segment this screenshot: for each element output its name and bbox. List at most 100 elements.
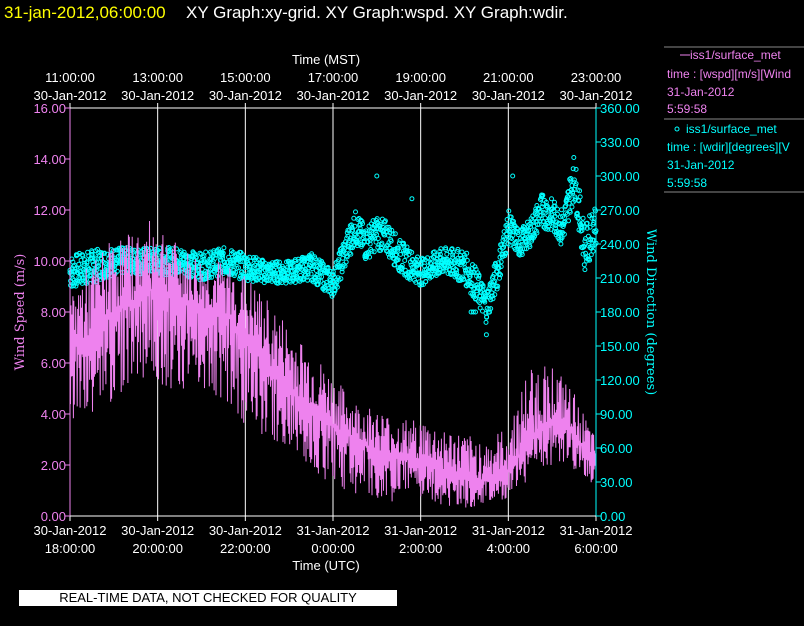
wdir-point <box>482 299 488 305</box>
wdir-point <box>492 292 498 298</box>
left-tick-label: 2.00 <box>41 458 66 473</box>
wdir-point <box>580 251 586 257</box>
top-tick-time: 13:00:00 <box>132 70 183 85</box>
legend-wspd-date: 31-Jan-2012 <box>667 85 735 99</box>
wdir-point <box>412 267 418 273</box>
wdir-point <box>388 238 394 244</box>
right-tick-label: 300.00 <box>600 169 640 184</box>
wdir-point <box>203 249 209 255</box>
wdir-point <box>324 282 330 288</box>
wdir-point <box>588 237 594 243</box>
wdir-point <box>196 263 202 269</box>
wdir-point <box>374 231 380 237</box>
top-tick-date: 30-Jan-2012 <box>384 88 457 103</box>
wdir-point <box>401 243 407 249</box>
wdir-point <box>495 283 501 289</box>
wdir-point <box>483 319 489 325</box>
wdir-point <box>399 262 405 268</box>
wind-speed-series <box>69 220 597 508</box>
wdir-point <box>561 231 567 237</box>
bottom-tick-date: 30-Jan-2012 <box>209 523 282 538</box>
right-tick-label: 90.00 <box>600 407 633 422</box>
wdir-point <box>330 272 336 278</box>
wdir-point <box>475 285 481 291</box>
bottom-tick-time: 22:00:00 <box>220 541 271 556</box>
wdir-point <box>359 218 365 224</box>
wdir-point <box>418 261 424 267</box>
wdir-point <box>348 251 354 257</box>
header-title: XY Graph:xy-grid. XY Graph:wspd. XY Grap… <box>186 3 568 22</box>
wdir-point <box>532 233 538 239</box>
wdir-point <box>484 314 490 320</box>
bottom-ticks: 30-Jan-2012 18:00:00 30-Jan-2012 20:00:00 30… <box>34 516 633 556</box>
wdir-point <box>305 271 311 277</box>
wdir-point <box>386 224 392 230</box>
top-tick-date: 30-Jan-2012 <box>34 88 107 103</box>
wdir-point <box>455 246 461 252</box>
wdir-point <box>574 210 580 216</box>
right-tick-label: 30.00 <box>600 475 633 490</box>
wdir-point <box>534 230 540 236</box>
wdir-point <box>320 261 326 267</box>
bottom-tick-date: 30-Jan-2012 <box>34 523 107 538</box>
wdir-point <box>504 217 510 222</box>
wdir-point <box>351 215 357 221</box>
wdir-point <box>432 249 437 255</box>
wdir-point <box>330 269 336 275</box>
top-tick-time: 17:00:00 <box>308 70 359 85</box>
left-tick-label: 4.00 <box>41 407 66 422</box>
legend-wdir-swatch <box>674 126 680 132</box>
wdir-point <box>336 257 342 263</box>
wdir-point <box>350 227 356 233</box>
bottom-tick-time: 0:00:00 <box>311 541 354 556</box>
wdir-point <box>554 211 560 217</box>
bottom-tick-date: 31-Jan-2012 <box>384 523 457 538</box>
wdir-point <box>327 277 333 283</box>
wdir-point <box>374 173 380 179</box>
wdir-point <box>385 242 391 248</box>
quality-notice: REAL-TIME DATA, NOT CHECKED FOR QUALITY <box>19 590 397 606</box>
right-tick-label: 150.00 <box>600 339 640 354</box>
wdir-point <box>395 257 401 263</box>
wdir-point <box>577 194 583 200</box>
wdir-point <box>538 213 544 219</box>
x-axis-label-bottom: Time (UTC) <box>292 558 359 573</box>
wdir-point <box>483 332 489 338</box>
wdir-point <box>590 248 596 254</box>
right-tick-label: 60.00 <box>600 441 633 456</box>
wdir-point <box>86 266 92 272</box>
wdir-point <box>510 173 516 179</box>
wdir-point <box>519 249 525 255</box>
wdir-point <box>584 225 590 231</box>
wdir-point <box>402 258 408 263</box>
wdir-point <box>415 262 421 268</box>
top-ticks: 11:00:00 30-Jan-2012 13:00:00 30-Jan-2012 15… <box>34 70 633 108</box>
wdir-point <box>354 234 360 240</box>
wdir-point <box>507 242 513 248</box>
bottom-tick-time: 2:00:00 <box>399 541 442 556</box>
wdir-point <box>409 196 415 202</box>
left-tick-label: 0.00 <box>41 509 66 524</box>
wdir-point <box>377 221 383 227</box>
wdir-point <box>338 276 344 282</box>
wdir-point <box>309 251 315 257</box>
wdir-point <box>450 252 456 258</box>
wdir-point <box>480 308 485 314</box>
wdir-point <box>216 246 222 252</box>
right-tick-label: 180.00 <box>600 305 640 320</box>
wdir-point <box>369 248 375 254</box>
wdir-point <box>482 294 488 299</box>
wdir-point <box>443 245 449 251</box>
wdir-point <box>582 238 588 244</box>
wdir-point <box>571 155 577 160</box>
wdir-point <box>243 265 248 270</box>
wdir-point <box>464 257 470 263</box>
wdir-point <box>339 266 345 272</box>
top-tick-date: 30-Jan-2012 <box>297 88 370 103</box>
wdir-point <box>209 274 215 280</box>
bottom-tick-time: 18:00:00 <box>45 541 96 556</box>
wdir-point <box>334 284 340 290</box>
wdir-point <box>464 250 470 256</box>
bottom-tick-time: 6:00:00 <box>574 541 617 556</box>
